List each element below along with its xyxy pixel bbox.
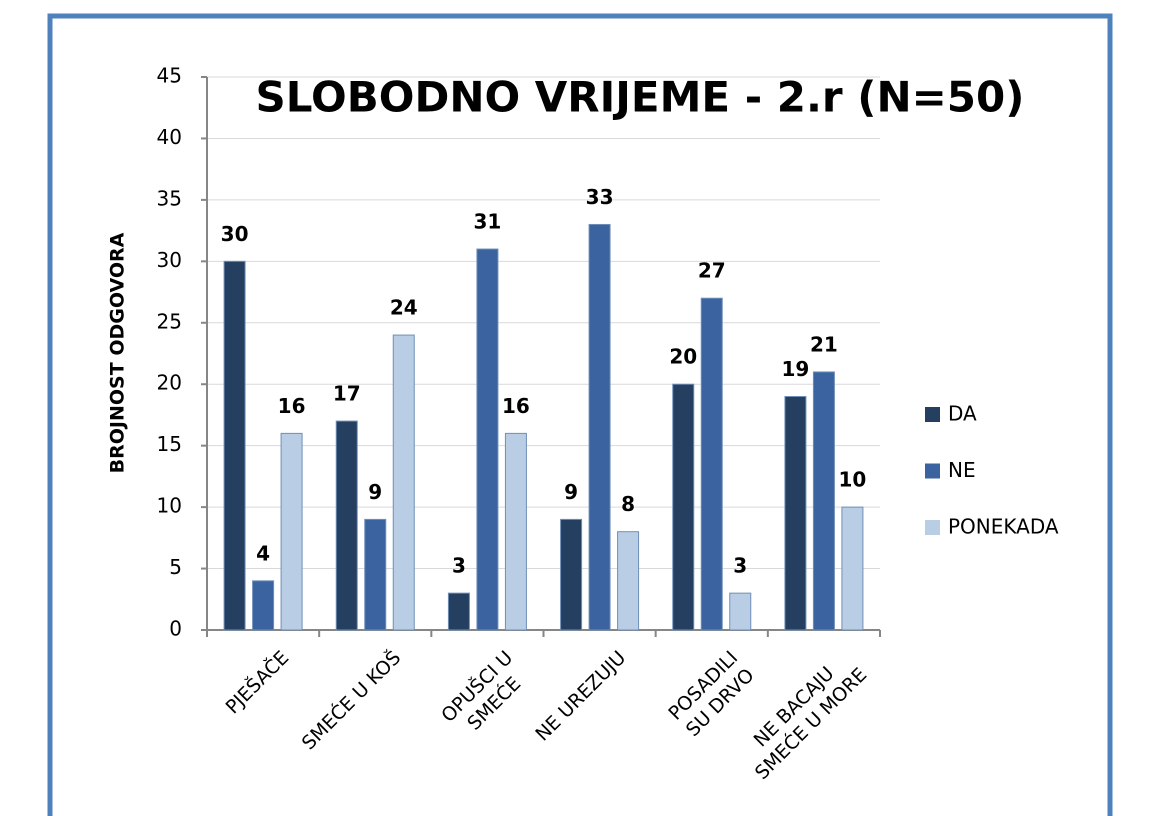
bar — [280, 432, 303, 631]
data-label: 16 — [278, 394, 306, 418]
bar — [588, 223, 611, 631]
chart-title: SLOBODNO VRIJEME - 2.r (N=50) — [256, 73, 1025, 122]
legend-swatch — [925, 463, 940, 479]
data-label: 20 — [669, 345, 697, 369]
bar — [364, 518, 387, 631]
bar — [335, 420, 358, 631]
data-label: 33 — [586, 185, 614, 209]
bar — [476, 248, 499, 631]
legend-label: NE — [948, 458, 976, 482]
y-tick-label: 30 — [157, 248, 182, 272]
bar — [447, 592, 470, 631]
y-tick-label: 40 — [157, 125, 182, 149]
data-label: 24 — [390, 296, 418, 320]
legend-label: DA — [948, 402, 977, 426]
bar — [392, 334, 415, 631]
y-tick-label: 10 — [157, 494, 182, 518]
bar — [841, 506, 864, 631]
bar — [223, 260, 246, 631]
y-axis-label: BROJNOST ODGOVORA — [107, 232, 129, 473]
data-label: 19 — [781, 357, 809, 381]
data-label: 4 — [256, 541, 270, 565]
data-label: 9 — [368, 480, 382, 504]
bar — [700, 297, 723, 631]
bar — [812, 371, 835, 631]
data-label: 17 — [333, 382, 361, 406]
legend-label: PONEKADA — [948, 515, 1059, 539]
y-tick-label: 5 — [169, 555, 182, 579]
data-label: 21 — [810, 332, 838, 356]
bar — [504, 432, 527, 631]
y-tick-label: 45 — [157, 64, 182, 88]
bar — [617, 531, 640, 631]
data-label: 10 — [838, 468, 866, 492]
bar — [560, 518, 583, 631]
data-label: 3 — [733, 554, 747, 578]
y-tick-label: 15 — [157, 432, 182, 456]
data-label: 30 — [221, 222, 249, 246]
bar — [252, 580, 275, 631]
data-label: 31 — [473, 210, 501, 234]
legend-swatch — [925, 520, 940, 535]
bar — [729, 592, 752, 631]
data-label: 3 — [452, 554, 466, 578]
y-tick-label: 25 — [157, 309, 182, 333]
data-label: 16 — [502, 394, 530, 418]
bar — [784, 396, 807, 631]
legend-swatch — [925, 407, 940, 422]
y-tick-label: 20 — [157, 371, 182, 395]
data-label: 27 — [698, 259, 726, 283]
y-tick-label: 0 — [169, 617, 182, 641]
data-label: 9 — [564, 480, 578, 504]
y-tick-label: 35 — [157, 186, 182, 210]
data-label: 8 — [621, 492, 635, 516]
bar — [672, 383, 695, 631]
